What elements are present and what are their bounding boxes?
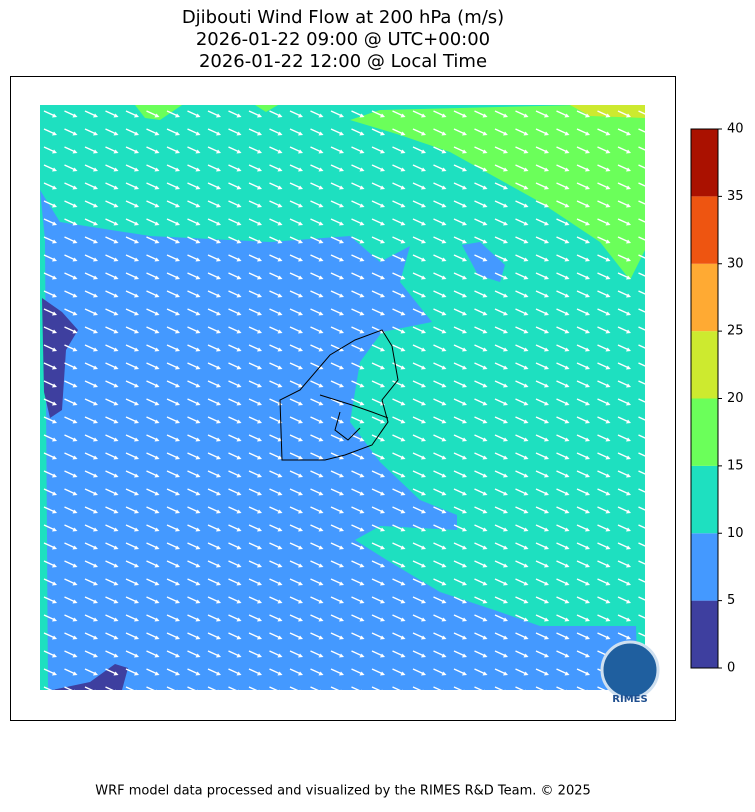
colorbar-segment <box>691 465 718 534</box>
colorbar-segment <box>691 533 718 601</box>
title-line: 2026-01-22 12:00 @ Local Time <box>199 51 487 72</box>
colorbar-tick-label: 30 <box>727 256 744 271</box>
colorbar-segment <box>691 331 718 399</box>
colorbar: 0 5 10 15 20 25 30 35 40 <box>690 122 744 676</box>
colorbar-segment <box>691 398 718 466</box>
colorbar-segment <box>691 129 718 197</box>
colorbar-tick-label: 35 <box>727 189 744 204</box>
logo <box>600 640 660 700</box>
colorbar-tick-label: 20 <box>727 391 744 406</box>
wind-field: RIMES <box>40 105 660 705</box>
colorbar-segment <box>691 263 718 332</box>
colorbar-tick-label: 25 <box>727 324 744 339</box>
colorbar-segment <box>691 600 718 668</box>
map-frame <box>10 76 676 721</box>
wind-arrows <box>40 105 645 690</box>
country-border <box>279 329 399 461</box>
colorbar-segment <box>691 196 718 264</box>
colorbar-tick-label: 0 <box>727 661 735 676</box>
colorbar-tick-label: 15 <box>727 458 744 473</box>
title-line: 2026-01-22 09:00 @ UTC+00:00 <box>196 29 490 50</box>
footer: WRF model data processed and visualized … <box>95 784 591 799</box>
colorbar-tick-label: 40 <box>727 122 744 137</box>
title-line: Djibouti Wind Flow at 200 hPa (m/s) <box>182 7 504 28</box>
logo-text: RIMES <box>612 694 647 705</box>
colorbar-tick-label: 5 <box>727 593 735 608</box>
colorbar-tick-label: 10 <box>727 526 744 541</box>
